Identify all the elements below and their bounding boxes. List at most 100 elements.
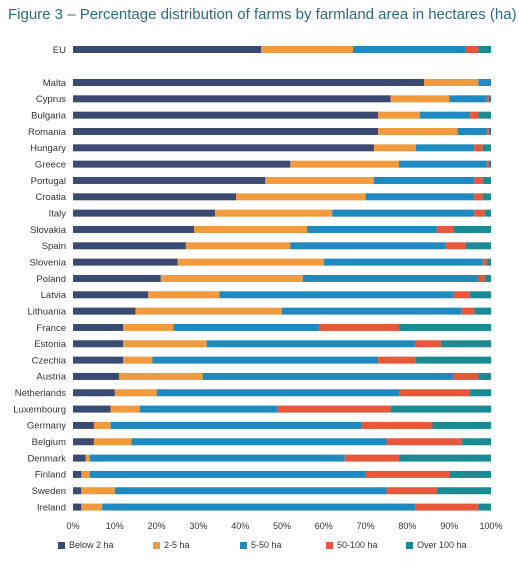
x-tick-label: 20% — [148, 521, 166, 531]
bar-segment-slovenia-50-100-ha — [482, 258, 487, 266]
bar-segment-poland-below-2-ha — [73, 274, 161, 282]
bar-segment-denmark-2-5-ha — [85, 454, 90, 462]
legend-swatch-below-2-ha — [58, 542, 65, 549]
x-tick-label: 100% — [479, 521, 502, 531]
category-label-poland: Poland — [36, 274, 66, 285]
category-label-romania: Romania — [28, 127, 67, 138]
bar-segment-portugal-2-5-ha — [265, 176, 374, 184]
category-label-slovakia: Slovakia — [30, 225, 67, 236]
bar-segment-greece-over-100-ha — [488, 160, 491, 168]
bar-segment-latvia-over-100-ha — [470, 291, 491, 299]
bar-segment-belgium-2-5-ha — [93, 438, 132, 446]
x-axis-ticks: 0% 10% 20% 30% 40% 50% 60% 70% 80% 90% 100% — [66, 521, 502, 531]
legend-label-5-50-ha: 5-50 ha — [251, 540, 282, 550]
bar-segment-germany-50-100-ha — [361, 421, 433, 429]
bar-segment-estonia-below-2-ha — [73, 340, 124, 348]
bar-segment-lithuania-50-100-ha — [461, 307, 475, 315]
bar-segment-ireland-over-100-ha — [478, 503, 491, 511]
bar-segment-croatia-over-100-ha — [482, 193, 491, 201]
bar-segment-germany-5-50-ha — [110, 421, 362, 429]
category-label-sweden: Sweden — [32, 486, 66, 497]
bar-segment-finland-5-50-ha — [89, 470, 366, 478]
bar-segment-estonia-50-100-ha — [415, 340, 441, 348]
bar-segment-hungary-50-100-ha — [474, 144, 483, 152]
bar-segment-sweden-50-100-ha — [386, 487, 437, 495]
bar-segment-netherlands-50-100-ha — [399, 389, 471, 397]
x-tick-label: 90% — [440, 521, 458, 531]
category-label-luxembourg: Luxembourg — [13, 404, 66, 415]
bar-segment-italy-2-5-ha — [215, 209, 333, 217]
category-label-netherlands: Netherlands — [15, 388, 66, 399]
category-label-greece: Greece — [35, 159, 66, 170]
x-tick-label: 30% — [189, 521, 207, 531]
bar-segment-bulgaria-below-2-ha — [73, 111, 379, 119]
bar-segment-sweden-over-100-ha — [436, 487, 491, 495]
bar-segment-croatia-2-5-ha — [236, 193, 366, 201]
bar-segment-greece-below-2-ha — [73, 160, 291, 168]
bar-segment-sweden-below-2-ha — [73, 487, 82, 495]
bar-segment-spain-2-5-ha — [185, 242, 291, 250]
bar-segment-slovakia-50-100-ha — [436, 225, 454, 233]
legend-swatch-over-100-ha — [406, 542, 413, 549]
bar-segment-czechia-2-5-ha — [123, 356, 153, 364]
bar-segment-italy-below-2-ha — [73, 209, 216, 217]
x-tick-label: 40% — [231, 521, 249, 531]
bar-segment-poland-2-5-ha — [160, 274, 303, 282]
legend-swatch-50-100-ha — [326, 542, 333, 549]
category-label-cyprus: Cyprus — [36, 94, 66, 105]
category-label-lithuania: Lithuania — [27, 306, 66, 317]
bar-segment-italy-over-100-ha — [484, 209, 491, 217]
bar-segment-slovakia-2-5-ha — [194, 225, 308, 233]
x-tick-label: 70% — [357, 521, 375, 531]
bar-segment-croatia-50-100-ha — [474, 193, 483, 201]
legend-label-50-100-ha: 50-100 ha — [337, 540, 378, 550]
legend-label-over-100-ha: Over 100 ha — [417, 540, 467, 550]
category-label-austria: Austria — [36, 372, 66, 383]
bar-segment-finland-over-100-ha — [449, 470, 491, 478]
bar-segment-denmark-5-50-ha — [89, 454, 345, 462]
bar-segment-czechia-below-2-ha — [73, 356, 124, 364]
bar-segment-belgium-over-100-ha — [461, 438, 491, 446]
bar-segment-bulgaria-2-5-ha — [378, 111, 420, 119]
bar-segment-eu-5-50-ha — [353, 46, 466, 53]
bar-segment-finland-2-5-ha — [81, 470, 90, 478]
bar-segment-slovenia-below-2-ha — [73, 258, 178, 266]
category-label-france: France — [36, 323, 66, 334]
x-tick-label: 10% — [106, 521, 124, 531]
bar-segment-denmark-50-100-ha — [344, 454, 400, 462]
legend: Below 2 ha 2-5 ha 5-50 ha 50-100 ha Over 100… — [58, 540, 467, 550]
bar-segment-france-50-100-ha — [319, 323, 400, 331]
category-label-italy: Italy — [49, 208, 67, 219]
category-label-malta: Malta — [43, 78, 67, 89]
category-label-estonia: Estonia — [34, 339, 66, 350]
bar-segment-eu-2-5-ha — [261, 46, 354, 53]
bar-segment-latvia-5-50-ha — [219, 291, 454, 299]
category-label-latvia: Latvia — [41, 290, 67, 301]
x-tick-label: 50% — [273, 521, 291, 531]
x-tick-label: 80% — [398, 521, 416, 531]
bar-segment-belgium-50-100-ha — [386, 438, 462, 446]
bar-segment-italy-5-50-ha — [332, 209, 475, 217]
bar-segment-latvia-below-2-ha — [73, 291, 149, 299]
bar-segment-france-over-100-ha — [399, 323, 491, 331]
x-tick-label: 0% — [66, 521, 79, 531]
bar-segment-slovakia-below-2-ha — [73, 225, 195, 233]
bar-segment-lithuania-2-5-ha — [135, 307, 282, 315]
bar-segment-romania-below-2-ha — [73, 127, 379, 135]
bar-segment-bulgaria-over-100-ha — [478, 111, 491, 119]
bar-segment-luxembourg-5-50-ha — [139, 405, 278, 413]
bar-segment-netherlands-over-100-ha — [470, 389, 491, 397]
category-label-slovenia: Slovenia — [30, 257, 67, 268]
bar-segment-france-2-5-ha — [123, 323, 174, 331]
bar-segment-netherlands-5-50-ha — [156, 389, 400, 397]
bar-segment-germany-2-5-ha — [93, 421, 111, 429]
category-label-portugal: Portugal — [31, 176, 66, 187]
bar-segment-luxembourg-2-5-ha — [110, 405, 140, 413]
bar-segment-greece-50-100-ha — [486, 160, 489, 168]
legend-label-2-5-ha: 2-5 ha — [164, 540, 190, 550]
bar-segment-slovenia-2-5-ha — [177, 258, 324, 266]
bar-segment-spain-50-100-ha — [445, 242, 466, 250]
bar-segment-slovenia-5-50-ha — [323, 258, 483, 266]
x-tick-label: 60% — [315, 521, 333, 531]
bar-segment-estonia-2-5-ha — [123, 340, 207, 348]
